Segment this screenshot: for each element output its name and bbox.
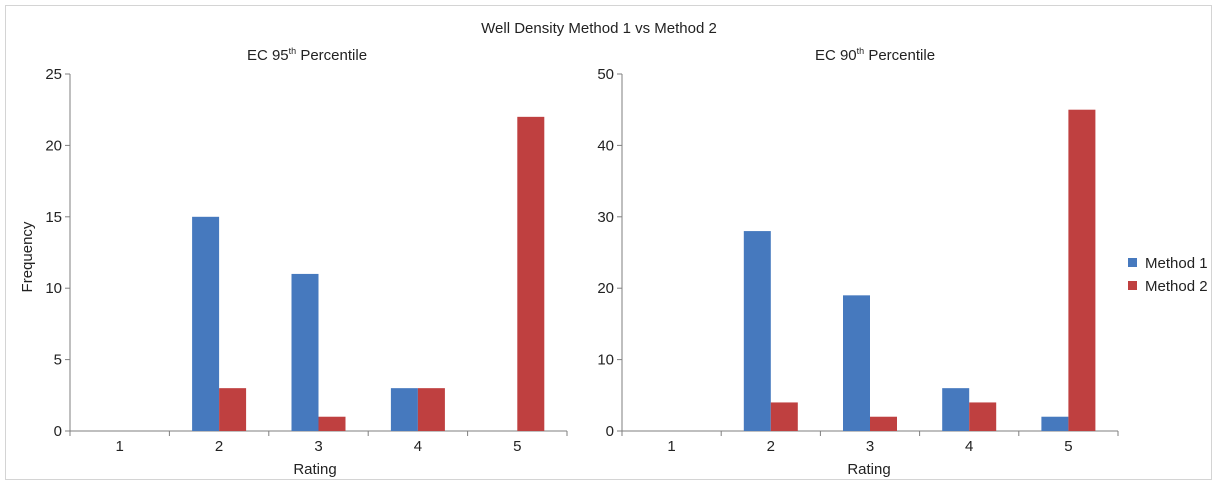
bar-method-2 (1068, 110, 1095, 431)
x-tick-label: 4 (414, 438, 422, 455)
right-panel-title: EC 90th Percentile (815, 46, 935, 64)
y-tick-label: 20 (597, 280, 614, 297)
y-tick-label: 15 (45, 209, 62, 226)
bar-method-1 (292, 274, 319, 431)
x-tick-label: 2 (215, 438, 223, 455)
y-tick-label: 40 (597, 137, 614, 154)
y-tick-label: 20 (45, 137, 62, 154)
bar-method-2 (517, 117, 544, 431)
y-tick-label: 0 (54, 423, 62, 440)
right-x-axis-title: Rating (847, 461, 890, 478)
legend-swatch-method-2 (1128, 281, 1137, 290)
y-tick-label: 5 (54, 352, 62, 369)
legend-label-method-1: Method 1 (1145, 255, 1208, 272)
bar-method-1 (942, 388, 969, 431)
bar-method-1 (192, 217, 219, 431)
left-panel: 0 5 10 15 20 25 1 2 3 4 5 (45, 66, 567, 455)
legend-label-method-2: Method 2 (1145, 278, 1208, 295)
bar-method-2 (870, 417, 897, 431)
bar-method-1 (843, 295, 870, 431)
x-tick-label: 3 (314, 438, 322, 455)
bar-method-2 (418, 388, 445, 431)
y-tick-label: 50 (597, 66, 614, 83)
left-x-axis-title: Rating (293, 461, 336, 478)
bar-method-2 (969, 402, 996, 431)
legend: Method 1 Method 2 (1128, 255, 1208, 295)
x-tick-label: 5 (1064, 438, 1072, 455)
x-tick-label: 4 (965, 438, 973, 455)
x-tick-label: 1 (667, 438, 675, 455)
bar-method-2 (219, 388, 246, 431)
x-tick-label: 2 (767, 438, 775, 455)
bar-method-1 (1041, 417, 1068, 431)
x-tick-label: 1 (116, 438, 124, 455)
legend-swatch-method-1 (1128, 258, 1137, 267)
bar-method-2 (771, 402, 798, 431)
bar-method-2 (319, 417, 346, 431)
y-tick-label: 10 (597, 352, 614, 369)
y-tick-label: 25 (45, 66, 62, 83)
bar-method-1 (391, 388, 418, 431)
bar-method-1 (744, 231, 771, 431)
right-panel: 0 10 20 30 40 50 1 2 3 4 5 (597, 66, 1118, 455)
y-tick-label: 0 (606, 423, 614, 440)
y-tick-label: 30 (597, 209, 614, 226)
x-tick-label: 5 (513, 438, 521, 455)
left-panel-title: EC 95th Percentile (247, 46, 367, 64)
chart-title: Well Density Method 1 vs Method 2 (481, 20, 717, 37)
y-tick-label: 10 (45, 280, 62, 297)
y-axis-title: Frequency (19, 221, 36, 292)
x-tick-label: 3 (866, 438, 874, 455)
